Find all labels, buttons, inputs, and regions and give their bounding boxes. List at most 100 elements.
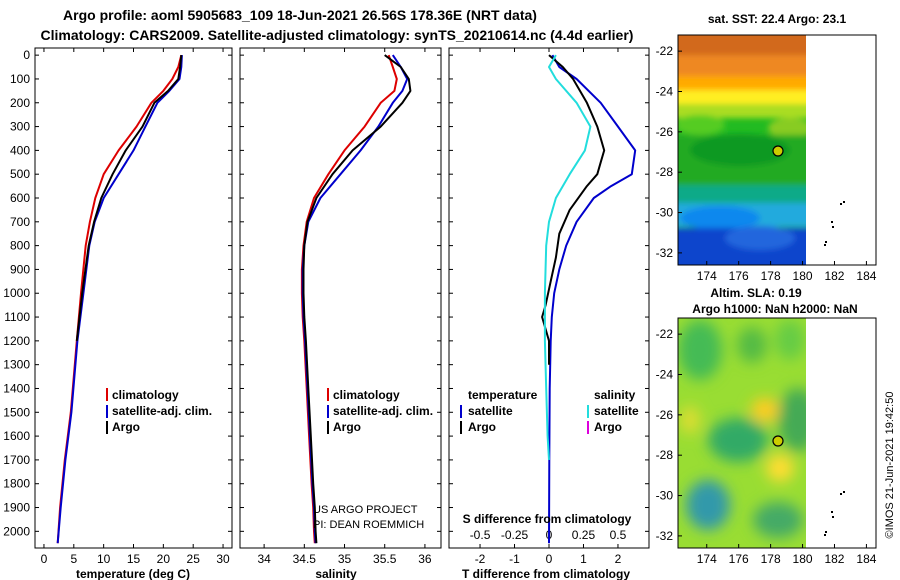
x-tick-label: 20 — [157, 552, 171, 566]
sla-map-subtitle: Argo h1000: NaN h2000: NaN — [692, 302, 857, 316]
depth-tick-label: 1500 — [3, 405, 30, 419]
depth-tick-label: 1300 — [3, 358, 30, 372]
x-tick-label: 25 — [187, 552, 201, 566]
map-x-tick-label: 182 — [824, 552, 844, 566]
depth-tick-label: 100 — [10, 72, 30, 86]
sst-map-title: sat. SST: 22.4 Argo: 23.1 — [708, 12, 847, 26]
series-line-t-satellite — [548, 54, 637, 544]
salinity-frame — [239, 47, 442, 549]
title-line-1: Argo profile: aoml 5905683_109 18-Jun-20… — [63, 7, 537, 23]
s-tick-label: 0.25 — [572, 528, 596, 542]
depth-tick-label: 1200 — [3, 334, 30, 348]
pi-annotation: PI: DEAN ROEMMICH — [313, 519, 424, 531]
sla-map-frame — [677, 317, 877, 549]
legend-argo-label: Argo — [112, 420, 140, 434]
map-x-tick-label: 184 — [856, 552, 876, 566]
map-x-tick-label: 178 — [761, 552, 781, 566]
series-line-s-satellite — [543, 54, 592, 460]
series-line-satellite-adj-clim- — [301, 54, 409, 544]
depth-tick-label: 1700 — [3, 453, 30, 467]
x-tick-label: 2 — [615, 552, 622, 566]
x-tick-label: 0 — [41, 552, 48, 566]
difference-xlabel: T difference from climatology — [462, 567, 630, 580]
sst-map: sat. SST: 22.4 Argo: 23.1 — [656, 12, 877, 283]
depth-tick-label: 0 — [23, 48, 30, 62]
map-x-tick-label: 180 — [793, 552, 813, 566]
map-y-tick-label: -26 — [656, 408, 674, 422]
sla-field — [678, 318, 806, 548]
depth-tick-label: 200 — [10, 96, 30, 110]
x-tick-label: 35.5 — [373, 552, 397, 566]
legend-temperature-header: temperature — [468, 388, 538, 402]
map-x-tick-label: 178 — [761, 269, 781, 283]
depth-tick-label: 500 — [10, 167, 30, 181]
s-tick-label: 0.5 — [610, 528, 627, 542]
depth-tick-label: 1000 — [3, 286, 30, 300]
sst-map-frame — [677, 34, 877, 266]
s-difference-label: S difference from climatology — [463, 512, 632, 526]
series-line-argo — [75, 54, 183, 342]
temperature-legend: climatology satellite-adj. clim. Argo — [106, 388, 212, 434]
map-x-tick-label: 176 — [729, 269, 749, 283]
difference-panel: -2 -1 0 1 2-0.5 -0.25 0 0.25 0.5 T difference fr… — [448, 47, 650, 580]
credit-text: ©IMOS 21-Jun-2021 19:42:50 — [884, 392, 896, 539]
map-y-tick-label: -32 — [656, 529, 674, 543]
legend-clim-label: climatology — [112, 388, 179, 402]
legend-clim-label: climatology — [333, 388, 400, 402]
x-tick-label: 5 — [70, 552, 77, 566]
legend-salinity-header: salinity — [594, 388, 636, 402]
depth-tick-label: 1400 — [3, 381, 30, 395]
series-line-satellite-adj-clim- — [56, 55, 183, 544]
salinity-legend: climatology satellite-adj. clim. Argo — [327, 388, 433, 434]
map-y-tick-label: -22 — [656, 44, 674, 58]
x-tick-label: 15 — [127, 552, 141, 566]
sla-map: Altim. SLA: 0.19 Argo h1000: NaN h2000: … — [656, 286, 877, 566]
s-tick-label: -0.25 — [501, 528, 529, 542]
map-x-tick-label: 174 — [697, 552, 717, 566]
island-dots — [824, 201, 845, 246]
map-x-tick-label: 180 — [793, 269, 813, 283]
map-y-tick-label: -26 — [656, 125, 674, 139]
island-dots — [824, 491, 845, 536]
x-tick-label: -1 — [509, 552, 520, 566]
depth-tick-label: 1600 — [3, 429, 30, 443]
x-tick-label: 10 — [97, 552, 111, 566]
project-annotation: US ARGO PROJECT — [313, 504, 418, 516]
map-x-tick-label: 182 — [824, 269, 844, 283]
title-line-2: Climatology: CARS2009. Satellite-adjuste… — [41, 27, 634, 43]
depth-tick-label: 1800 — [3, 477, 30, 491]
x-tick-label: 35 — [338, 552, 352, 566]
salinity-panel: 34 34.5 35 35.5 36 salinity climatology sate… — [239, 47, 442, 580]
legend-s-sat-label: satellite — [594, 404, 639, 418]
sst-field — [678, 35, 806, 265]
temperature-panel: 0100200300400500600700800900100011001200… — [3, 47, 233, 580]
depth-tick-label: 1900 — [3, 501, 30, 515]
legend-s-argo-label: Argo — [594, 420, 622, 434]
legend-argo-label: Argo — [333, 420, 361, 434]
argo-position-marker — [772, 435, 784, 447]
map-x-tick-label: 174 — [697, 269, 717, 283]
map-x-tick-label: 176 — [729, 552, 749, 566]
map-y-tick-label: -24 — [656, 367, 674, 381]
x-tick-label: -2 — [475, 552, 486, 566]
x-tick-label: 34 — [257, 552, 271, 566]
depth-tick-label: 700 — [10, 215, 30, 229]
series-line-climatology — [300, 54, 398, 544]
depth-tick-label: 800 — [10, 239, 30, 253]
series-line-climatology — [56, 54, 183, 544]
x-tick-label: 1 — [580, 552, 587, 566]
temperature-xlabel: temperature (deg C) — [76, 567, 190, 580]
map-y-tick-label: -28 — [656, 165, 674, 179]
x-tick-label: 0 — [546, 552, 553, 566]
legend-sat-label: satellite-adj. clim. — [333, 404, 433, 418]
x-tick-label: 36 — [418, 552, 432, 566]
legend-t-sat-label: satellite — [468, 404, 513, 418]
s-tick-label: -0.5 — [470, 528, 491, 542]
depth-tick-label: 400 — [10, 143, 30, 157]
x-tick-label: 34.5 — [293, 552, 317, 566]
map-y-tick-label: -24 — [656, 84, 674, 98]
depth-tick-label: 900 — [10, 262, 30, 276]
map-x-tick-label: 184 — [856, 269, 876, 283]
difference-legend: temperature salinity satellite Argo sate… — [460, 388, 639, 434]
